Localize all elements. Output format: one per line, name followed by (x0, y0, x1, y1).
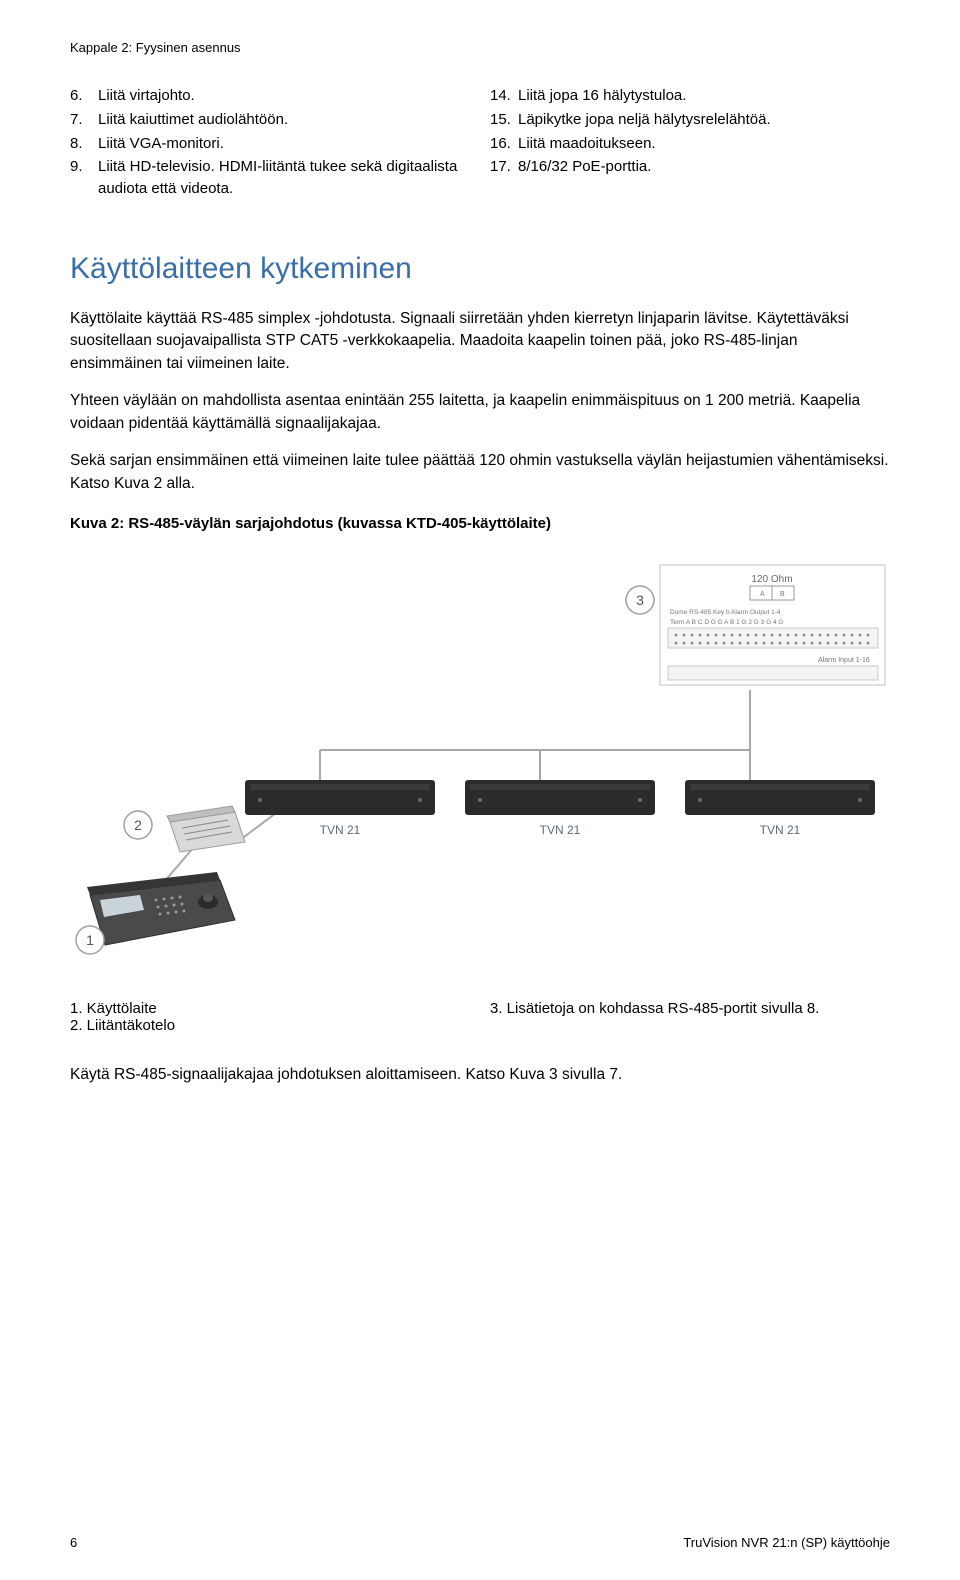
list-item: 14. Liitä jopa 16 hälytystuloa. (490, 85, 890, 107)
page-number: 6 (70, 1535, 77, 1550)
list-text: 8/16/32 PoE-porttia. (518, 156, 890, 178)
list-number: 9. (70, 156, 98, 200)
svg-text:B: B (780, 591, 785, 598)
nvr-device-2: TVN 21 (465, 780, 655, 837)
chapter-header: Kappale 2: Fyysinen asennus (70, 40, 890, 55)
svg-text:TVN 21: TVN 21 (760, 823, 801, 837)
list-item: 16. Liitä maadoitukseen. (490, 133, 890, 155)
list-number: 17. (490, 156, 518, 178)
nvr-device-1: TVN 21 (245, 780, 435, 837)
marker-2: 2 (134, 817, 142, 833)
terminal-label-ohm: 120 Ohm (751, 574, 792, 585)
marker-1: 1 (86, 932, 94, 948)
page-footer: 6 TruVision NVR 21:n (SP) käyttöohje (70, 1535, 890, 1550)
figure-legend: 1. Käyttölaite 2. Liitäntäkotelo 3. Lisä… (70, 1000, 890, 1034)
list-item: 9. Liitä HD-televisio. HDMI-liitäntä tuk… (70, 156, 470, 200)
svg-text:Alarm Input 1-16: Alarm Input 1-16 (818, 657, 870, 664)
legend-item: 2. Liitäntäkotelo (70, 1017, 470, 1034)
figure-caption: Kuva 2: RS-485-väylän sarjajohdotus (kuv… (70, 515, 890, 532)
svg-text:TVN 21: TVN 21 (540, 823, 581, 837)
footer-title: TruVision NVR 21:n (SP) käyttöohje (683, 1535, 890, 1550)
list-number: 16. (490, 133, 518, 155)
section-title: Käyttölaitteen kytkeminen (70, 252, 890, 286)
list-text: Liitä jopa 16 hälytystuloa. (518, 85, 890, 107)
list-number: 8. (70, 133, 98, 155)
figure-diagram: 120 Ohm A B Dome RS-485 Key b Alarm Outp… (70, 550, 890, 970)
list-number: 14. (490, 85, 518, 107)
list-number: 7. (70, 109, 98, 131)
legend-item: 1. Käyttölaite (70, 1000, 470, 1017)
svg-text:Term A B C D G G A B 1 G 2 G: Term A B C D G G A B 1 G 2 G 3 G 4 G (670, 619, 783, 626)
list-number: 15. (490, 109, 518, 131)
list-item: 8. Liitä VGA-monitori. (70, 133, 470, 155)
marker-3: 3 (636, 592, 644, 608)
figure-legend-right: 3. Lisätietoja on kohdassa RS-485-portit… (490, 1000, 890, 1034)
list-text: Liitä virtajohto. (98, 85, 470, 107)
list-text: Liitä kaiuttimet audiolähtöön. (98, 109, 470, 131)
list-item: 17. 8/16/32 PoE-porttia. (490, 156, 890, 178)
list-item: 15. Läpikytke jopa neljä hälytysreleläht… (490, 109, 890, 131)
step-list-left: 6. Liitä virtajohto. 7. Liitä kaiuttimet… (70, 85, 470, 202)
svg-text:Dome RS-485 Key b Alarm Ou: Dome RS-485 Key b Alarm Output 1-4 (670, 609, 781, 616)
list-text: Läpikytke jopa neljä hälytysrelelähtöä. (518, 109, 890, 131)
nvr-device-3: TVN 21 (685, 780, 875, 837)
body-paragraph: Käyttölaite käyttää RS-485 simplex -johd… (70, 308, 890, 375)
step-list-columns: 6. Liitä virtajohto. 7. Liitä kaiuttimet… (70, 85, 890, 202)
list-number: 6. (70, 85, 98, 107)
body-paragraph: Yhteen väylään on mahdollista asentaa en… (70, 390, 890, 435)
legend-item: 3. Lisätietoja on kohdassa RS-485-portit… (490, 1000, 890, 1017)
controller-device (87, 872, 235, 945)
svg-text:TVN 21: TVN 21 (320, 823, 361, 837)
step-list-right: 14. Liitä jopa 16 hälytystuloa. 15. Läpi… (490, 85, 890, 202)
list-text: Liitä maadoitukseen. (518, 133, 890, 155)
list-item: 7. Liitä kaiuttimet audiolähtöön. (70, 109, 470, 131)
closing-paragraph: Käytä RS-485-signaalijakajaa johdotuksen… (70, 1066, 890, 1084)
list-text: Liitä VGA-monitori. (98, 133, 470, 155)
figure-legend-left: 1. Käyttölaite 2. Liitäntäkotelo (70, 1000, 470, 1034)
junction-box (167, 806, 245, 852)
svg-text:A: A (760, 591, 765, 598)
list-text: Liitä HD-televisio. HDMI-liitäntä tukee … (98, 156, 470, 200)
list-item: 6. Liitä virtajohto. (70, 85, 470, 107)
body-paragraph: Sekä sarjan ensimmäinen että viimeinen l… (70, 450, 890, 495)
